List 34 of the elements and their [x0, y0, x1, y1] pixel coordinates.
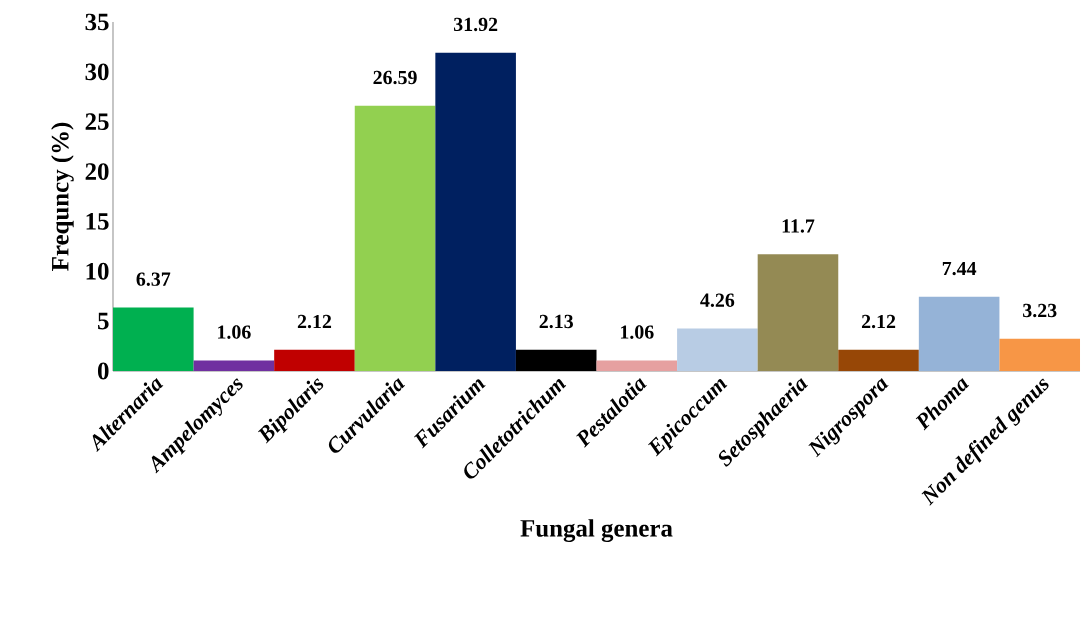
x-axis-title: Fungal genera [520, 519, 673, 542]
y-tick-label: 0 [97, 362, 109, 380]
y-tick-label: 35 [85, 13, 109, 31]
data-label: 3.23 [1023, 303, 1057, 318]
data-label: 6.37 [136, 272, 171, 286]
bar [677, 328, 758, 371]
bar [918, 296, 1000, 371]
bar [757, 254, 839, 371]
bar [515, 349, 597, 371]
y-tick-label: 30 [85, 63, 109, 81]
data-label: 26.59 [373, 70, 417, 85]
y-tick-label: 20 [85, 163, 109, 180]
y-tick-label: 25 [85, 113, 109, 131]
data-label: 4.26 [700, 293, 735, 307]
data-label: 11.7 [782, 219, 815, 233]
bar [838, 349, 919, 371]
data-label: 31.92 [453, 17, 498, 32]
data-label: 2.13 [539, 314, 573, 329]
bar [113, 307, 194, 371]
bar [193, 360, 275, 371]
data-label: 1.06 [620, 325, 654, 339]
y-axis-title: Frequncy (%) [51, 122, 74, 271]
bar [596, 360, 678, 371]
bar [354, 105, 436, 371]
data-label: 1.06 [218, 325, 251, 339]
bar [999, 338, 1081, 371]
bar [435, 52, 516, 371]
data-label: 7.44 [942, 261, 977, 276]
y-tick-label: 5 [98, 312, 109, 330]
data-label: 2.12 [861, 314, 896, 329]
y-tick-label: 15 [86, 213, 109, 230]
data-label: 2.12 [297, 314, 332, 329]
bar [274, 349, 355, 371]
y-tick-label: 10 [86, 262, 109, 280]
